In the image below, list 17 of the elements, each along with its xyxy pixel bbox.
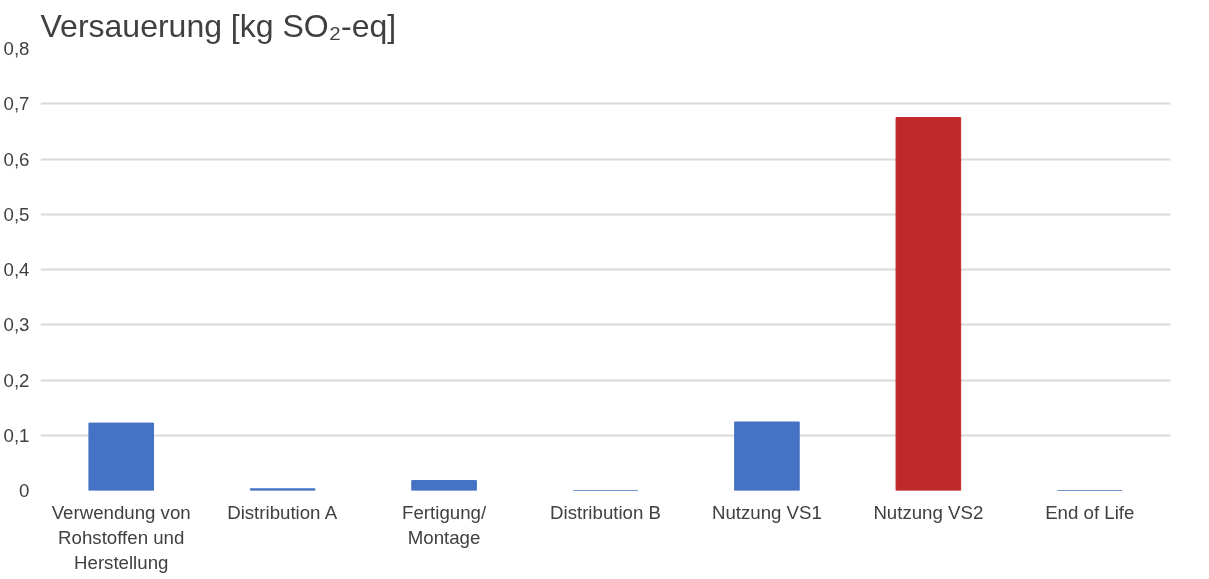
y-tick-label: 0 bbox=[19, 480, 30, 501]
x-tick-label: Nutzung VS2 bbox=[873, 501, 984, 523]
x-tick-label: Verwendung von Rohstoffen und Herstellung bbox=[51, 501, 191, 573]
x-tick-label: Distribution B bbox=[550, 501, 661, 523]
y-tick-label: 0,1 bbox=[3, 424, 30, 446]
y-tick-label: 0,7 bbox=[3, 93, 30, 115]
x-tick-label: Fertigung/ Montage bbox=[402, 501, 487, 548]
y-tick-label: 0,5 bbox=[3, 203, 30, 225]
y-tick-label: 0,8 bbox=[3, 38, 30, 59]
y-tick-label: 0,4 bbox=[3, 259, 30, 280]
x-tick-label: End of Life bbox=[1045, 501, 1135, 523]
y-tick-label: 0,3 bbox=[3, 314, 30, 336]
x-tick-label: Nutzung VS1 bbox=[711, 501, 822, 523]
y-tick-label: 0,2 bbox=[3, 369, 30, 391]
y-tick-label: 0,6 bbox=[3, 148, 30, 170]
chart-title: Versauerung [kg SO₂-eq] bbox=[40, 7, 397, 44]
x-tick-label: Distribution A bbox=[227, 501, 338, 523]
